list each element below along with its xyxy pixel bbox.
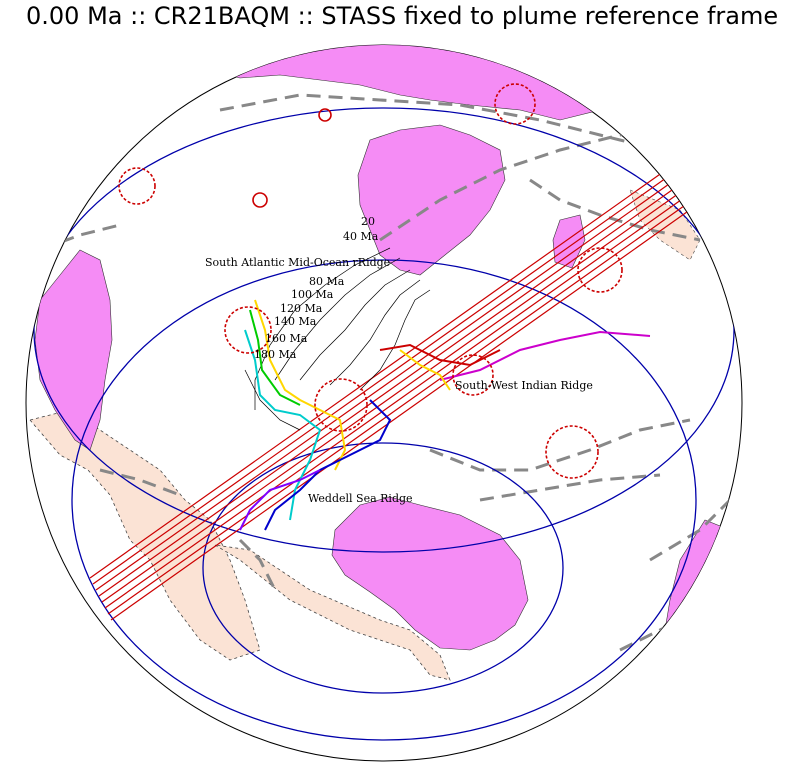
plume-marker bbox=[452, 354, 494, 396]
plume-marker bbox=[318, 108, 332, 122]
plume-marker bbox=[118, 167, 156, 205]
label-sw-indian-ridge: South-West Indian Ridge bbox=[455, 379, 593, 392]
age-label: 20 bbox=[361, 215, 375, 228]
age-label: 40 Ma bbox=[343, 230, 379, 243]
plume-marker bbox=[494, 83, 536, 125]
plate-boundary-circles bbox=[33, 107, 735, 741]
age-label: 80 Ma bbox=[309, 275, 345, 288]
age-label: 160 Ma bbox=[265, 332, 308, 345]
age-label: 100 Ma bbox=[291, 288, 334, 301]
plume-marker bbox=[252, 192, 268, 208]
south-america-shelf bbox=[29, 409, 261, 661]
plume-markers bbox=[118, 83, 623, 479]
label-south-atlantic-ridge: South Atlantic Mid-Ocean rRidge bbox=[205, 256, 390, 269]
subduction-band bbox=[89, 159, 702, 621]
map-title: 0.00 Ma :: CR21BAQM :: STASS fixed to pl… bbox=[26, 2, 779, 30]
plume-marker bbox=[224, 306, 272, 354]
plume-marker bbox=[577, 247, 623, 293]
plume-marker bbox=[545, 425, 599, 479]
label-weddell-sea-ridge: Weddell Sea Ridge bbox=[308, 492, 413, 505]
africa bbox=[357, 124, 506, 276]
south-america bbox=[34, 249, 113, 451]
ridge-traces bbox=[239, 299, 651, 531]
plume-marker bbox=[314, 378, 368, 432]
age-label: 120 Ma bbox=[280, 302, 323, 315]
madagascar bbox=[552, 214, 586, 269]
east-antarctica bbox=[331, 496, 529, 651]
isochrons bbox=[244, 247, 431, 431]
age-label: 140 Ma bbox=[274, 315, 317, 328]
west-antarctica-shelf bbox=[214, 544, 451, 681]
age-label: 180 Ma bbox=[254, 348, 297, 361]
